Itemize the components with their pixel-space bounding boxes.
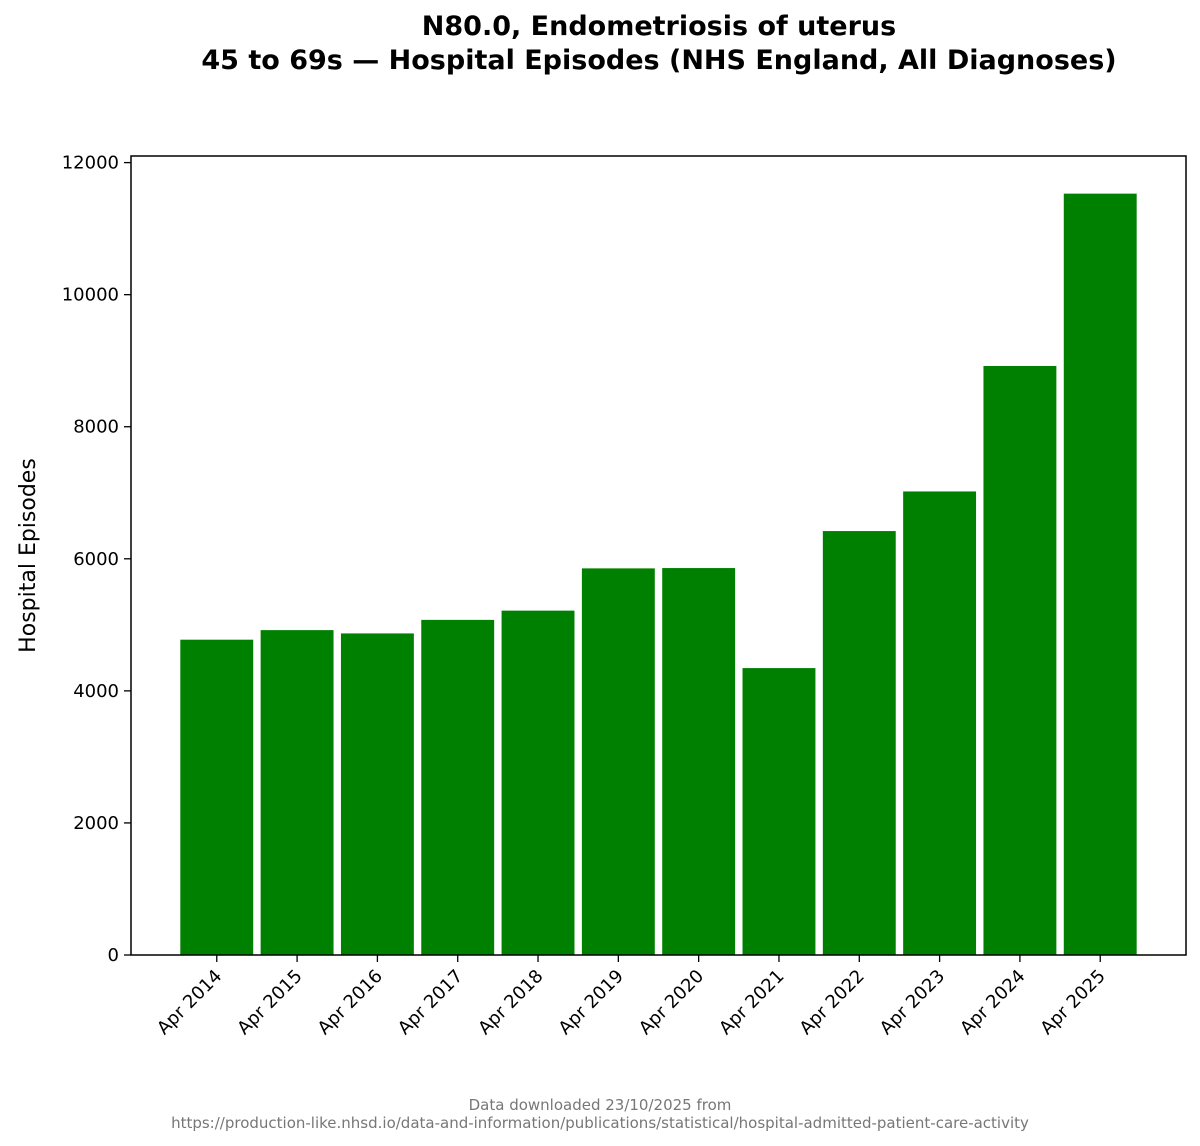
chart-title-line-1: N80.0, Endometriosis of uterus [421,11,897,42]
bar-apr-2023 [903,491,977,955]
x-tick-label: Apr 2020 [635,966,708,1039]
bar-apr-2022 [822,531,896,955]
y-tick-label: 10000 [62,285,119,306]
y-axis: 0 2000 4000 6000 8000 10000 12000 [62,153,131,966]
y-tick-label: 4000 [73,681,119,702]
x-tick-label: Apr 2016 [314,966,387,1039]
x-axis: Apr 2014 Apr 2015 Apr 2016 Apr 2017 Apr 2018… [153,955,1110,1039]
x-tick-label: Apr 2015 [233,966,306,1039]
x-tick-label: Apr 2021 [715,966,788,1039]
bar-apr-2018 [501,610,575,955]
y-tick-label: 2000 [73,813,119,834]
y-tick-label: 8000 [73,417,119,438]
bars-group [180,193,1137,956]
y-tick-label: 6000 [73,549,119,570]
x-tick-label: Apr 2019 [555,966,628,1039]
bar-apr-2020 [662,568,736,955]
bar-apr-2021 [742,668,816,955]
bar-apr-2024 [983,365,1057,956]
y-tick-label: 12000 [62,153,119,174]
data-source-url: https://production-like.nhsd.io/data-and… [171,1114,1029,1132]
bar-apr-2019 [581,568,655,955]
x-tick-label: Apr 2018 [474,966,547,1039]
bar-apr-2014 [180,639,254,955]
bar-apr-2016 [340,633,414,955]
y-tick-label: 0 [108,945,119,966]
chart-title: N80.0, Endometriosis of uterus 45 to 69s… [0,10,1200,78]
chart-title-line-2: 45 to 69s — Hospital Episodes (NHS Engla… [201,45,1117,76]
x-tick-label: Apr 2014 [153,966,226,1039]
x-tick-label: Apr 2017 [394,966,467,1039]
plot-frame [130,155,1187,956]
bar-apr-2015 [260,630,334,955]
x-tick-label: Apr 2023 [876,966,949,1039]
bar-apr-2017 [421,619,495,955]
x-tick-label: Apr 2025 [1036,966,1109,1039]
x-tick-label: Apr 2024 [956,966,1029,1039]
y-axis-label: Hospital Episodes [16,458,41,653]
x-tick-label: Apr 2022 [796,966,869,1039]
bar-apr-2025 [1063,193,1137,955]
data-source-line-1: Data downloaded 23/10/2025 from [468,1096,732,1114]
data-source-note: Data downloaded 23/10/2025 from https://… [0,1096,1200,1132]
